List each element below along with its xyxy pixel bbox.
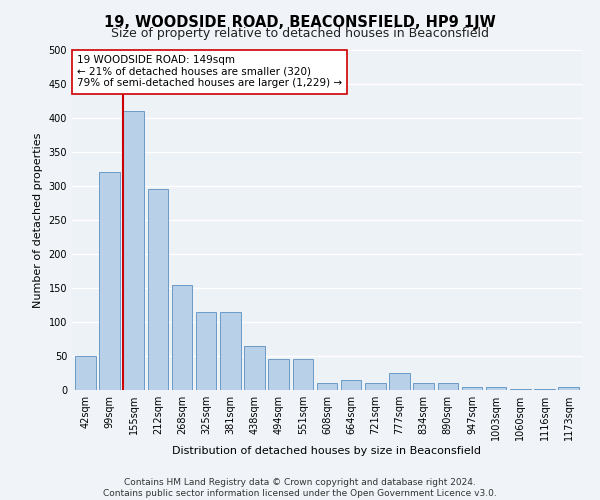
Bar [268,360,289,390]
Bar [196,312,217,390]
Bar [462,386,482,390]
Bar [172,284,192,390]
Text: Size of property relative to detached houses in Beaconsfield: Size of property relative to detached ho… [111,28,489,40]
Bar [559,386,579,390]
Bar [389,373,410,390]
Bar [341,380,361,390]
Bar [148,190,168,390]
Bar [413,383,434,390]
X-axis label: Distribution of detached houses by size in Beaconsfield: Distribution of detached houses by size … [173,446,482,456]
Text: 19 WOODSIDE ROAD: 149sqm
← 21% of detached houses are smaller (320)
79% of semi-: 19 WOODSIDE ROAD: 149sqm ← 21% of detach… [77,55,342,88]
Bar [510,388,530,390]
Bar [365,383,386,390]
Bar [293,360,313,390]
Bar [486,386,506,390]
Bar [437,383,458,390]
Bar [124,111,144,390]
Bar [99,172,120,390]
Bar [75,356,95,390]
Bar [317,383,337,390]
Y-axis label: Number of detached properties: Number of detached properties [33,132,43,308]
Text: 19, WOODSIDE ROAD, BEACONSFIELD, HP9 1JW: 19, WOODSIDE ROAD, BEACONSFIELD, HP9 1JW [104,15,496,30]
Bar [534,388,555,390]
Bar [244,346,265,390]
Text: Contains HM Land Registry data © Crown copyright and database right 2024.
Contai: Contains HM Land Registry data © Crown c… [103,478,497,498]
Bar [220,312,241,390]
